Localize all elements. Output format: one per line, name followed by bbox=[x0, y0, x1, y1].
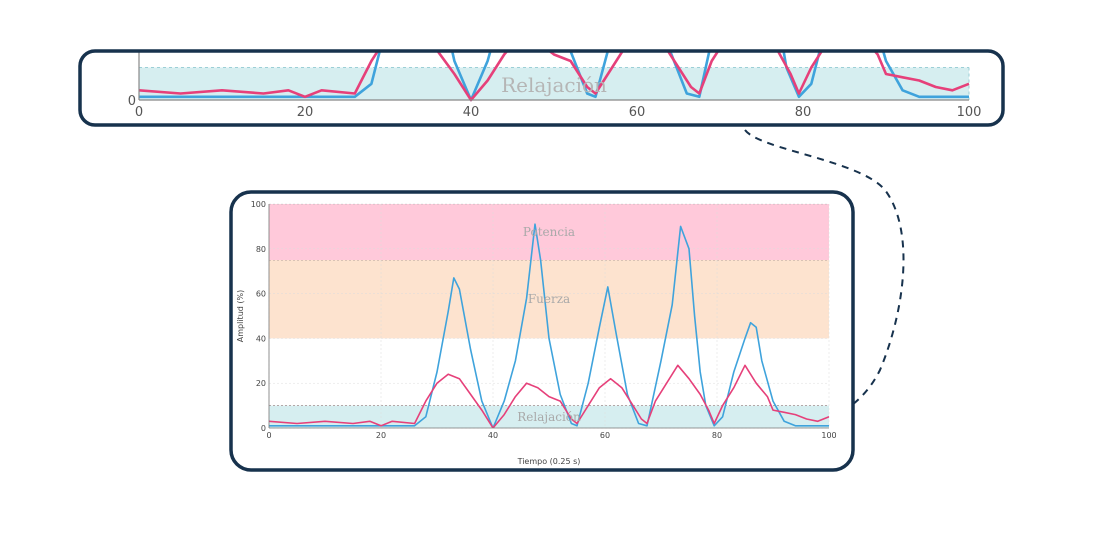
series-line-pink bbox=[269, 364, 829, 428]
zoom-panel-frame bbox=[78, 49, 1005, 127]
x-axis-label: Tiempo (0.25 s) bbox=[517, 457, 581, 466]
zoom-series-line-pink bbox=[138, 52, 970, 102]
x-tick-label: 100 bbox=[821, 431, 836, 440]
zoom-x-tick-label: 100 bbox=[957, 105, 982, 120]
x-tick-label: 80 bbox=[712, 431, 722, 440]
zoom-zone-relajacion bbox=[139, 67, 969, 100]
y-tick-label: 40 bbox=[256, 334, 266, 343]
zone-label-relajacin: Relajación bbox=[517, 410, 581, 424]
y-tick-label: 60 bbox=[256, 290, 266, 299]
zone-fuerza bbox=[269, 260, 829, 339]
zoom-x-tick-label: 60 bbox=[629, 105, 646, 120]
zoom-x-tick-label: 80 bbox=[795, 105, 812, 120]
zoom-y-tick-label: 0 bbox=[128, 94, 136, 109]
x-tick-label: 60 bbox=[600, 431, 610, 440]
y-tick-label: 100 bbox=[251, 200, 266, 209]
y-tick-label: 80 bbox=[256, 245, 266, 254]
zoom-connector bbox=[744, 129, 905, 419]
zoom-callout-panel: Relajación 0 20 40 60 80 100 0 bbox=[78, 49, 1005, 127]
zone-label-fuerza: Fuerza bbox=[528, 292, 570, 306]
x-tick-label: 40 bbox=[488, 431, 498, 440]
series-line-blue bbox=[269, 223, 829, 428]
zoom-zone-label: Relajación bbox=[501, 73, 607, 97]
y-axis-label: Amplitud (%) bbox=[236, 290, 245, 342]
main-chart-panel: Relajación Fuerza Potencia 0 20 40 60 80 100 0 20… bbox=[229, 190, 855, 472]
y-tick-label: 20 bbox=[256, 379, 266, 388]
zoom-x-tick-label: 0 bbox=[135, 105, 143, 120]
zoom-x-tick-label: 40 bbox=[463, 105, 480, 120]
x-tick-label: 0 bbox=[266, 431, 271, 440]
zone-label-potencia: Potencia bbox=[523, 225, 575, 239]
zone-potencia bbox=[269, 204, 829, 260]
zoom-x-tick-label: 20 bbox=[297, 105, 314, 120]
x-tick-label: 20 bbox=[376, 431, 386, 440]
y-tick-label: 0 bbox=[261, 424, 266, 433]
